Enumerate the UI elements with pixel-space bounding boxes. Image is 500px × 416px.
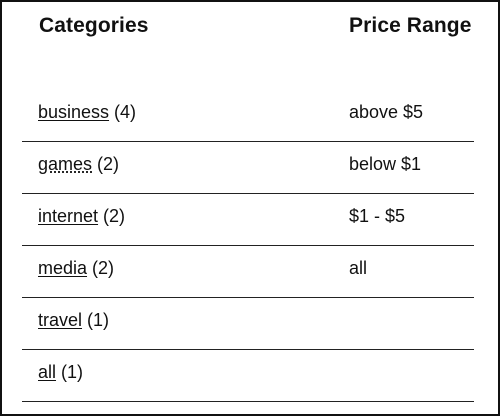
category-count: (1) [87, 310, 110, 330]
table-row: media (2) all [22, 246, 474, 298]
table-row: travel (1) [22, 298, 474, 350]
category-item-business: business (4) [38, 102, 136, 123]
category-count: (2) [97, 154, 120, 174]
categories-heading: Categories [39, 14, 149, 37]
category-count: (1) [61, 362, 84, 382]
category-link-business[interactable]: business [38, 102, 110, 122]
price-option-above-5[interactable]: above $5 [349, 102, 424, 122]
category-item-all: all (1) [38, 362, 83, 383]
category-link-all[interactable]: all [38, 362, 57, 382]
price-option-all[interactable]: all [349, 258, 368, 278]
table-row: all (1) [22, 350, 474, 402]
category-count: (2) [92, 258, 115, 278]
category-item-internet: internet (2) [38, 206, 125, 227]
filter-list: business (4) above $5 games (2) below $1 i… [22, 90, 474, 402]
category-item-media: media (2) [38, 258, 114, 279]
category-link-internet[interactable]: internet [38, 206, 99, 226]
category-count: (2) [103, 206, 126, 226]
price-option-below-1[interactable]: below $1 [349, 154, 422, 174]
category-item-games: games (2) [38, 154, 119, 175]
table-row: internet (2) $1 - $5 [22, 194, 474, 246]
table-row: games (2) below $1 [22, 142, 474, 194]
category-count: (4) [114, 102, 137, 122]
category-item-travel: travel (1) [38, 310, 109, 331]
table-row: business (4) above $5 [22, 90, 474, 142]
price-range-heading: Price Range [349, 14, 472, 37]
category-link-media[interactable]: media [38, 258, 88, 278]
category-link-travel[interactable]: travel [38, 310, 83, 330]
price-option-1-to-5[interactable]: $1 - $5 [349, 206, 406, 226]
category-link-games[interactable]: games [38, 154, 93, 174]
